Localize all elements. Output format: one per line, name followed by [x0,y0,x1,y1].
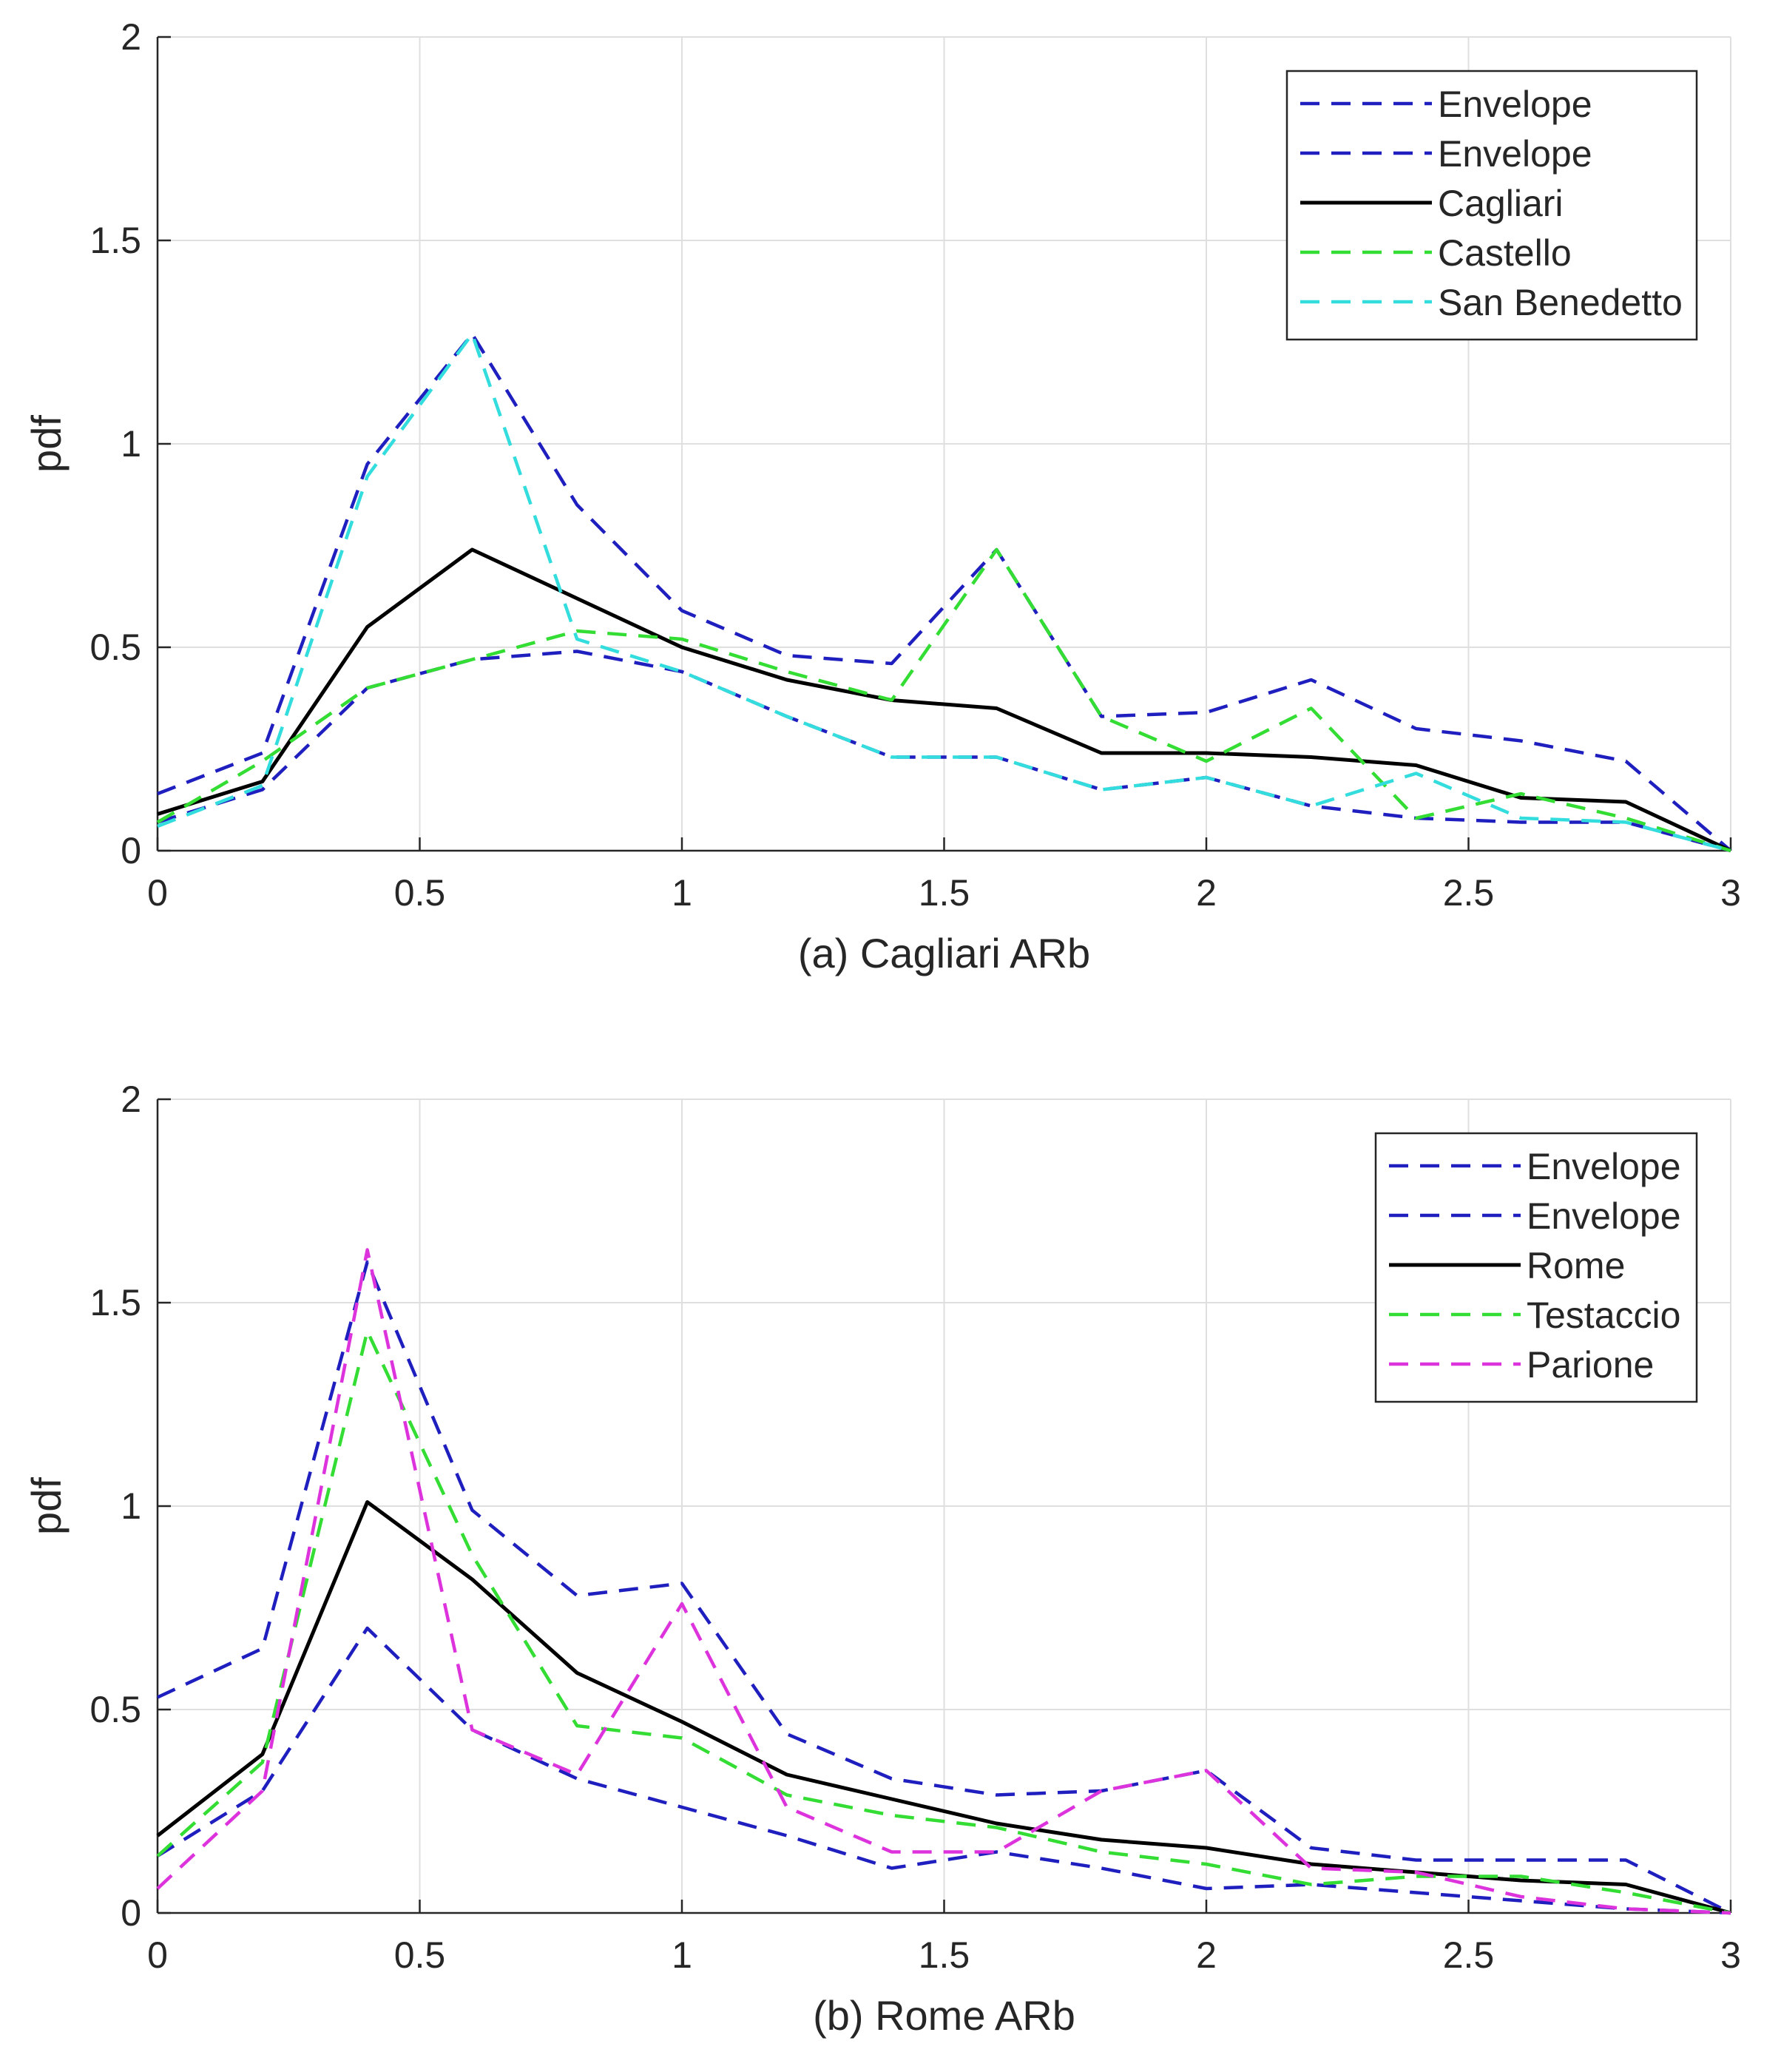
y-tick-label: 2 [121,16,141,58]
x-tick-label: 0.5 [394,872,446,914]
legend: Envelope Envelope Rome Testaccio Parione [1374,1132,1698,1403]
y-axis-label: pdf [23,415,70,473]
x-tick-label: 1 [672,872,692,914]
legend-label: Testaccio [1527,1295,1680,1336]
x-tick-label: 0.5 [394,1934,446,1976]
series-line-envelope [157,649,1731,853]
legend-box [1285,70,1698,341]
x-tick-label: 1 [672,1934,692,1976]
y-tick-label: 0 [121,1892,141,1934]
x-tick-label: 1.5 [919,872,970,914]
x-tick-label: 0 [147,1934,168,1976]
legend-label: Parione [1527,1344,1654,1386]
legend-label: San Benedetto [1438,282,1683,323]
y-tick-label: 2 [121,1079,141,1120]
x-tick-label: 2.5 [1443,872,1495,914]
legend-label: Castello [1438,232,1572,274]
x-tick-label: 3 [1720,1934,1741,1976]
legend-box [1374,1132,1698,1403]
x-tick-label: 1.5 [919,1934,970,1976]
x-tick-label: 2 [1196,872,1217,914]
x-tick-label: 2.5 [1443,1934,1495,1976]
legend: Envelope Envelope Cagliari Castello San Bene… [1285,70,1698,341]
x-axis-label: (b) Rome ARb [813,1992,1075,2039]
legend-label: Envelope [1438,133,1592,175]
y-axis-label: pdf [23,1477,70,1535]
x-axis-label: (a) Cagliari ARb [798,930,1090,976]
series-line-cagliari [157,547,1732,853]
y-tick-label: 0.5 [89,627,141,668]
legend-label: Cagliari [1438,183,1564,224]
series-line-rome [156,1500,1731,1915]
legend-label: Envelope [1438,84,1592,125]
y-tick-label: 1.5 [89,1282,141,1323]
chart-panel-1: 0 0.5 1 1.5 2 2.5 3 0 0.5 1 1.5 2 (a) Cagliari ARb pd… [23,16,1741,976]
y-tick-label: 1.5 [89,220,141,261]
y-tick-label: 0 [121,830,141,871]
y-tick-label: 1 [121,1485,141,1527]
series-line-castello [156,547,1731,853]
legend-label: Envelope [1527,1146,1681,1187]
y-tick-label: 0.5 [89,1689,141,1730]
series-line-testaccio [156,1329,1731,1915]
x-tick-label: 0 [147,872,168,914]
x-tick-label: 2 [1196,1934,1217,1976]
series-line-envelope [156,1626,1731,1915]
series-line-parione [156,1248,1731,1915]
x-tick-label: 3 [1720,872,1741,914]
chart-panel-2: 0 0.5 1 1.5 2 2.5 3 0 0.5 1 1.5 2 (b) Rome ARb pdf Env… [23,1079,1741,2039]
legend-label: Envelope [1527,1195,1681,1237]
series-line-envelope [157,1260,1732,1915]
series-line-envelope [157,332,1732,852]
y-tick-label: 1 [121,423,141,465]
series-line-san-benedetto [157,332,1731,853]
legend-label: Rome [1527,1245,1625,1286]
